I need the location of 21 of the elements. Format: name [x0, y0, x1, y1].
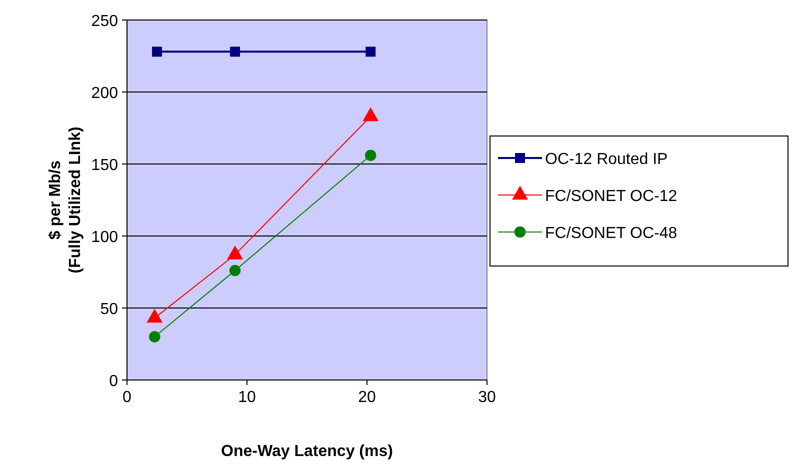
point	[366, 46, 376, 57]
point	[152, 46, 162, 57]
legend-label: OC-12 Routed IP	[545, 151, 668, 168]
point	[230, 46, 240, 57]
y-tick-label: 50	[100, 301, 118, 318]
x-tick-label: 10	[238, 389, 256, 406]
x-tick-label: 30	[478, 389, 496, 406]
x-tick-label: 0	[122, 389, 132, 406]
y-tick-label: 0	[109, 373, 118, 390]
legend-label: FC/SONET OC-48	[545, 225, 678, 242]
y-tick-label: 250	[91, 13, 118, 30]
legend-label: FC/SONET OC-12	[545, 188, 678, 205]
point	[364, 150, 376, 161]
point	[148, 331, 160, 342]
x-axis-title: One-Way Latency (ms)	[221, 443, 393, 460]
y-tick-label: 150	[91, 157, 118, 174]
y-tick-label: 200	[91, 85, 118, 102]
x-tick-label: 20	[358, 389, 376, 406]
y-axis-title: $ per Mb/s (Fully Utilized LInk)	[47, 126, 84, 274]
point	[229, 264, 241, 276]
y-tick-label: 100	[91, 229, 118, 246]
